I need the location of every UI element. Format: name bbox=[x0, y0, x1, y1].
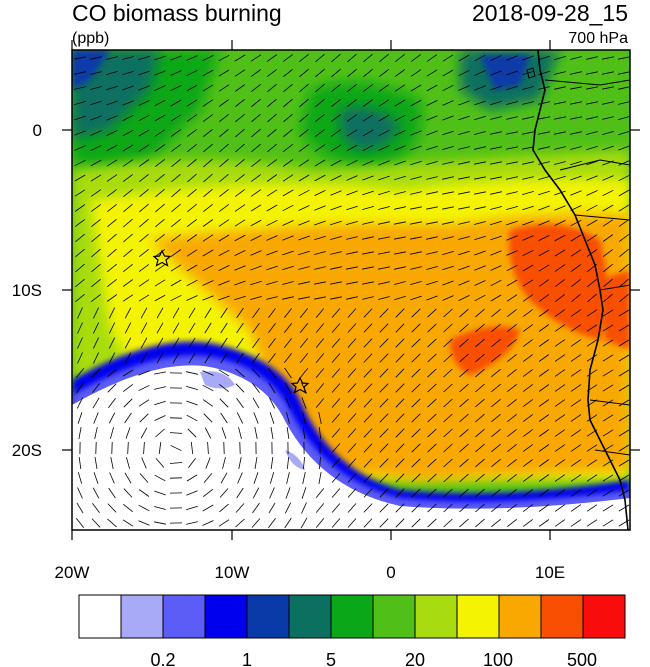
lon-label-1: 10W bbox=[215, 563, 250, 582]
co-field bbox=[72, 50, 630, 530]
colorbar-swatch bbox=[414, 594, 458, 639]
star-marker-1 bbox=[152, 249, 172, 267]
colorbar-swatch bbox=[204, 594, 248, 639]
pressure-level-label: 700 hPa bbox=[568, 30, 628, 47]
colorbar-label-1: 1 bbox=[242, 650, 252, 667]
colorbar-label-4: 100 bbox=[483, 650, 513, 667]
colorbar-swatch bbox=[330, 594, 374, 639]
colorbar-label-0: 0.2 bbox=[150, 650, 175, 667]
colorbar-swatch bbox=[162, 594, 206, 639]
star-marker-2 bbox=[290, 376, 310, 394]
lon-label-3: 10E bbox=[535, 563, 565, 582]
lon-label-2: 0 bbox=[386, 563, 395, 582]
wind-vectors bbox=[74, 53, 630, 529]
lat-label-1: 10S bbox=[12, 281, 42, 300]
colorbar bbox=[78, 594, 626, 639]
units-label: (ppb) bbox=[72, 30, 110, 47]
coastline bbox=[532, 50, 629, 530]
colorbar-swatch bbox=[372, 594, 416, 639]
lon-label-0: 20W bbox=[55, 563, 90, 582]
colorbar-swatch bbox=[498, 594, 542, 639]
colorbar-swatch bbox=[582, 594, 626, 639]
colorbar-label-3: 20 bbox=[405, 650, 425, 667]
colorbar-swatch bbox=[120, 594, 164, 639]
map-title: CO biomass burning bbox=[72, 0, 282, 26]
colorbar-swatch bbox=[540, 594, 584, 639]
colorbar-label-5: 500 bbox=[567, 650, 597, 667]
lat-label-0: 0 bbox=[33, 121, 42, 140]
colorbar-swatch bbox=[288, 594, 332, 639]
colorbar-label-2: 5 bbox=[326, 650, 336, 667]
colorbar-swatch bbox=[78, 594, 122, 639]
lat-label-2: 20S bbox=[12, 441, 42, 460]
country-borders bbox=[544, 79, 630, 456]
datetime-label: 2018-09-28_15 bbox=[471, 0, 628, 26]
colorbar-swatch bbox=[456, 594, 500, 639]
colorbar-swatch bbox=[246, 594, 290, 639]
axis-ticks bbox=[62, 40, 640, 540]
